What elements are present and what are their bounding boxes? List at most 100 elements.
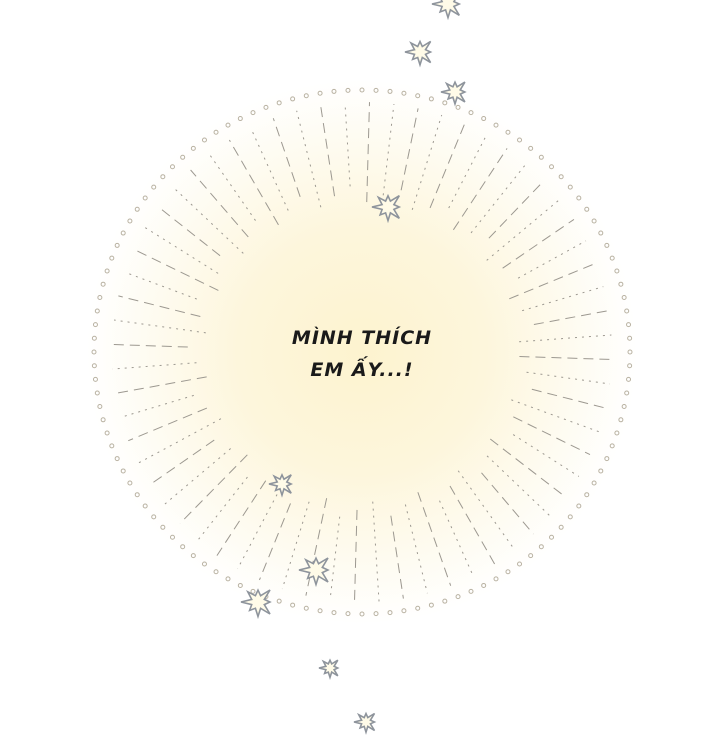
sparkle-star-icon <box>240 588 272 620</box>
ray-line <box>390 515 404 599</box>
circle-dot <box>100 417 106 423</box>
circle-dot <box>614 268 620 274</box>
ray-line <box>470 163 527 234</box>
circle-dot <box>455 594 461 600</box>
circle-dot <box>538 154 544 160</box>
circle-dot <box>604 456 610 462</box>
ray-line <box>149 439 215 486</box>
circle-dot <box>160 524 166 530</box>
circle-dot <box>92 376 98 382</box>
ray-line <box>272 118 301 197</box>
ray-line <box>533 310 609 326</box>
circle-dot <box>624 308 630 314</box>
ray-line <box>366 102 370 203</box>
ray-line <box>163 448 231 506</box>
circle-dot <box>331 610 337 616</box>
circle-dot <box>100 281 106 287</box>
circle-dot <box>442 598 448 604</box>
circle-dot <box>290 602 296 608</box>
circle-dot <box>237 116 243 122</box>
circle-dot <box>468 110 474 116</box>
circle-dot <box>331 88 337 94</box>
circle-dot <box>317 90 323 96</box>
circle-dot <box>359 611 365 617</box>
circle-dot <box>225 122 231 128</box>
ray-line <box>511 399 600 433</box>
circle-dot <box>94 390 100 396</box>
circle-dot <box>373 611 379 617</box>
sparkle-star-icon <box>404 39 433 68</box>
circle-dot <box>538 544 544 550</box>
ray-line <box>452 148 508 231</box>
circle-dot <box>373 87 379 93</box>
circle-dot <box>415 605 421 611</box>
circle-dot <box>263 104 269 110</box>
ray-line <box>144 227 219 274</box>
sparkle-star-icon <box>353 711 377 735</box>
circle-dot <box>567 184 573 190</box>
circle-dot <box>160 174 166 180</box>
circle-dot <box>627 363 633 369</box>
ray-line <box>296 110 322 208</box>
circle-dot <box>190 145 196 151</box>
circle-dot <box>626 322 632 328</box>
circle-dot <box>290 96 296 102</box>
ray-line <box>258 503 291 581</box>
circle-dot <box>359 87 365 93</box>
circle-dot <box>576 503 582 509</box>
circle-dot <box>104 430 110 436</box>
ray-line <box>372 501 380 602</box>
speech-text: MÌNH THÍCH EM ẤY...! <box>262 322 462 386</box>
sparkle-stars <box>240 0 467 735</box>
circle-dot <box>276 598 282 604</box>
sparkle-star-icon <box>431 0 462 21</box>
ray-line <box>124 271 197 300</box>
ray-line <box>382 103 395 196</box>
ray-line <box>404 504 428 594</box>
circle-dot <box>567 514 573 520</box>
circle-dot <box>94 308 100 314</box>
circle-dot <box>134 492 140 498</box>
circle-dot <box>97 403 103 409</box>
speed-rays <box>112 102 612 602</box>
ray-line <box>158 206 221 257</box>
ray-line <box>517 240 587 279</box>
circle-dot <box>481 116 487 122</box>
ray-line <box>118 295 201 318</box>
circle-dot <box>627 335 633 341</box>
sparkle-star-icon <box>440 80 467 107</box>
circle-dot <box>455 104 461 110</box>
circle-dot <box>584 492 590 498</box>
ray-line <box>112 344 188 348</box>
caption-line-1: MÌNH THÍCH <box>291 327 433 349</box>
circle-dot <box>190 553 196 559</box>
circle-dot <box>303 93 309 99</box>
ray-line <box>112 362 197 370</box>
circle-dot <box>127 480 133 486</box>
ray-line <box>179 454 248 524</box>
circle-dot <box>201 137 207 143</box>
circle-dot <box>442 100 448 106</box>
sparkle-star-icon <box>298 556 330 588</box>
caption-line-2: EM ẤY...! <box>310 359 414 381</box>
sparkle-star-icon <box>371 193 402 224</box>
ray-line <box>400 108 419 191</box>
circle-dot <box>621 403 627 409</box>
circle-dot <box>609 443 615 449</box>
ray-line <box>237 481 285 570</box>
ray-line <box>305 498 328 596</box>
dotted-circle <box>91 87 633 617</box>
circle-dot <box>387 610 393 616</box>
circle-dot <box>505 129 511 135</box>
circle-dot <box>591 480 597 486</box>
circle-dot <box>626 376 632 382</box>
circle-dot <box>345 611 351 617</box>
ray-line <box>502 218 575 269</box>
circle-dot <box>109 255 115 261</box>
circle-dot <box>598 230 604 236</box>
circle-dot <box>493 122 499 128</box>
ray-line <box>531 388 606 409</box>
circle-dot <box>621 295 627 301</box>
ray-line <box>512 434 580 477</box>
